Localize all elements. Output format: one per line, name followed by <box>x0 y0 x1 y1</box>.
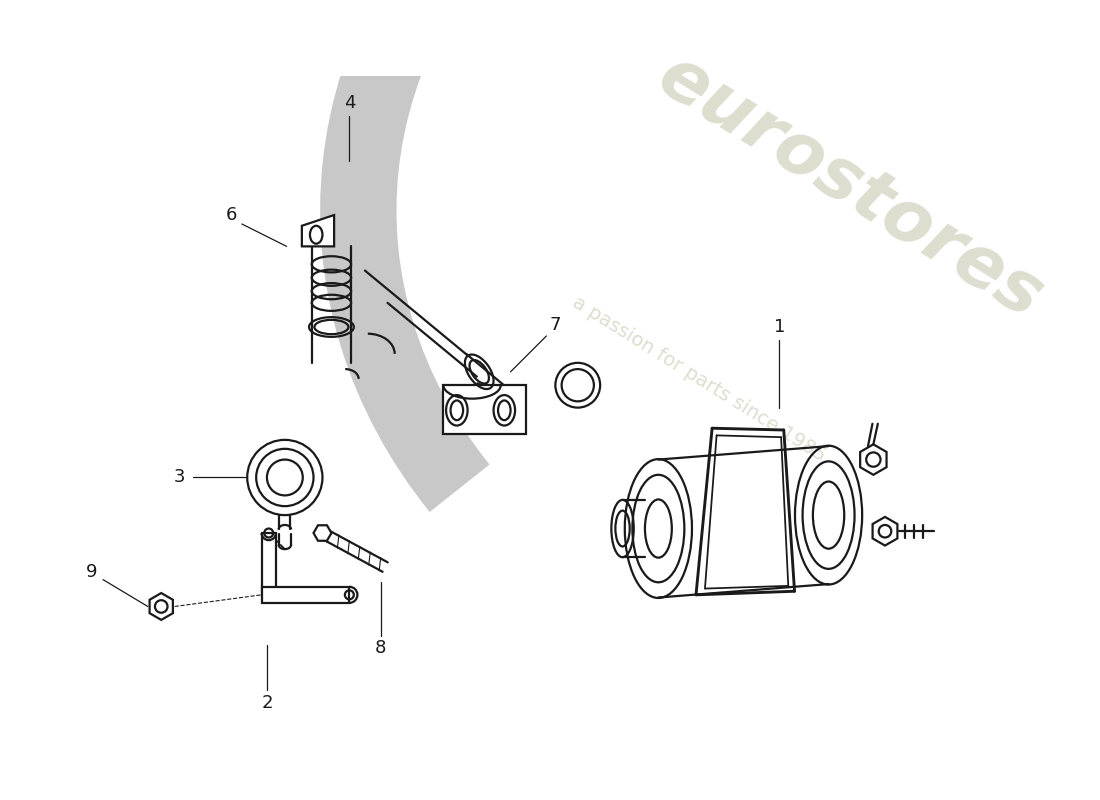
Polygon shape <box>262 586 350 603</box>
Text: 8: 8 <box>375 638 386 657</box>
Polygon shape <box>463 358 506 398</box>
Text: eurostores: eurostores <box>645 41 1055 333</box>
Text: 9: 9 <box>86 562 97 581</box>
Circle shape <box>556 363 601 408</box>
Text: 7: 7 <box>550 316 561 334</box>
Text: 4: 4 <box>343 94 355 112</box>
Text: 3: 3 <box>174 469 185 486</box>
Text: 6: 6 <box>226 206 236 224</box>
Polygon shape <box>262 533 276 596</box>
Polygon shape <box>314 526 331 541</box>
Circle shape <box>248 440 322 515</box>
Polygon shape <box>443 386 526 434</box>
Polygon shape <box>860 444 887 474</box>
Text: 1: 1 <box>773 318 785 336</box>
Text: 2: 2 <box>261 694 273 712</box>
Polygon shape <box>150 593 173 620</box>
Text: a passion for parts since 1985: a passion for parts since 1985 <box>569 293 829 466</box>
Polygon shape <box>301 215 334 246</box>
Polygon shape <box>872 517 898 546</box>
